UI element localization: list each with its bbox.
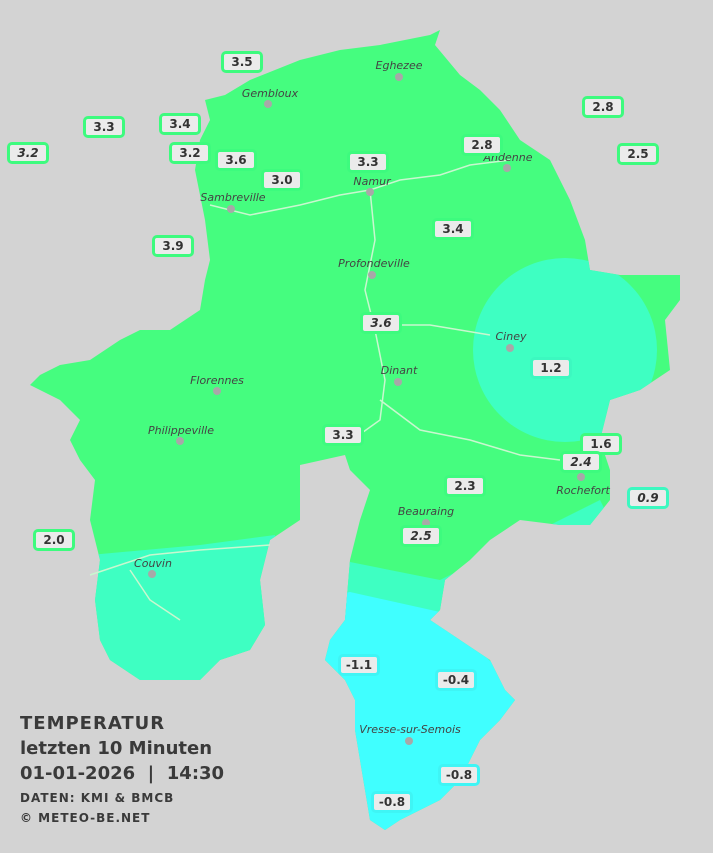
town-dot bbox=[394, 378, 402, 386]
reading-badge[interactable]: 3.5 bbox=[221, 51, 263, 73]
town-label: Sambreville bbox=[200, 191, 266, 204]
town-dot bbox=[422, 519, 430, 527]
reading-badge[interactable]: 2.8 bbox=[582, 96, 624, 118]
town-dot bbox=[368, 271, 376, 279]
reading-badge[interactable]: -1.1 bbox=[338, 654, 380, 676]
legend-datetime: 01-01-2026 | 14:30 bbox=[20, 763, 225, 784]
town-dot bbox=[148, 570, 156, 578]
town-label: Beauraing bbox=[397, 505, 455, 518]
cold-zone bbox=[320, 592, 520, 830]
town-label: Philippeville bbox=[148, 424, 214, 437]
reading-badge[interactable]: 2.5 bbox=[617, 143, 659, 165]
town-label: Vresse-sur-Semois bbox=[359, 723, 461, 736]
reading-badge[interactable]: 2.0 bbox=[33, 529, 75, 551]
legend-period: letzten 10 Minuten bbox=[20, 738, 213, 759]
reading-badge[interactable]: 3.4 bbox=[159, 113, 201, 135]
town-dot bbox=[264, 100, 272, 108]
town-dot bbox=[577, 473, 585, 481]
reading-badge[interactable]: -0.4 bbox=[435, 669, 477, 691]
mild-zone-east bbox=[473, 258, 657, 442]
legend-copyright: © METEO-BE.NET bbox=[20, 811, 151, 825]
town-label: Couvin bbox=[134, 557, 172, 570]
town-dot bbox=[366, 188, 374, 196]
reading-badge[interactable]: 3.6 bbox=[215, 149, 257, 171]
reading-badge[interactable]: -0.8 bbox=[438, 764, 480, 786]
mild-zone-couvin bbox=[80, 535, 280, 700]
town-label: Dinant bbox=[380, 364, 418, 377]
reading-badge[interactable]: 0.9 bbox=[627, 487, 669, 509]
reading-badge[interactable]: 2.5 bbox=[400, 525, 442, 547]
reading-badge[interactable]: 3.9 bbox=[152, 235, 194, 257]
map-legend: TEMPERATUR letzten 10 Minuten 01-01-2026… bbox=[20, 712, 224, 828]
town-label: Profondeville bbox=[338, 257, 410, 270]
reading-badge[interactable]: 3.2 bbox=[7, 142, 49, 164]
reading-badge[interactable]: 3.6 bbox=[360, 312, 402, 334]
town-dot bbox=[405, 737, 413, 745]
reading-badge[interactable]: 2.3 bbox=[444, 475, 486, 497]
town-label: Gembloux bbox=[241, 87, 299, 100]
reading-badge[interactable]: -0.8 bbox=[371, 791, 413, 813]
town-dot bbox=[503, 164, 511, 172]
reading-badge[interactable]: 1.2 bbox=[530, 357, 572, 379]
town-dot bbox=[213, 387, 221, 395]
legend-source: DATEN: KMI & BMCB bbox=[20, 791, 175, 805]
town-label: Namur bbox=[353, 175, 391, 188]
town-dot bbox=[227, 205, 235, 213]
reading-badge[interactable]: 3.3 bbox=[83, 116, 125, 138]
reading-badge[interactable]: 3.3 bbox=[347, 151, 389, 173]
reading-badge[interactable]: 3.4 bbox=[432, 218, 474, 240]
legend-title: TEMPERATUR bbox=[20, 713, 166, 734]
town-dot bbox=[506, 344, 514, 352]
town-dot bbox=[395, 73, 403, 81]
town-dot bbox=[176, 437, 184, 445]
town-label: Ciney bbox=[495, 330, 527, 343]
reading-badge[interactable]: 3.2 bbox=[169, 142, 211, 164]
reading-badge[interactable]: 3.0 bbox=[261, 169, 303, 191]
reading-badge[interactable]: 2.8 bbox=[461, 134, 503, 156]
town-label: Eghezee bbox=[375, 59, 423, 72]
town-label: Rochefort bbox=[556, 484, 610, 497]
reading-badge[interactable]: 3.3 bbox=[322, 424, 364, 446]
reading-badge[interactable]: 2.4 bbox=[560, 451, 602, 473]
town-label: Florennes bbox=[190, 374, 244, 387]
